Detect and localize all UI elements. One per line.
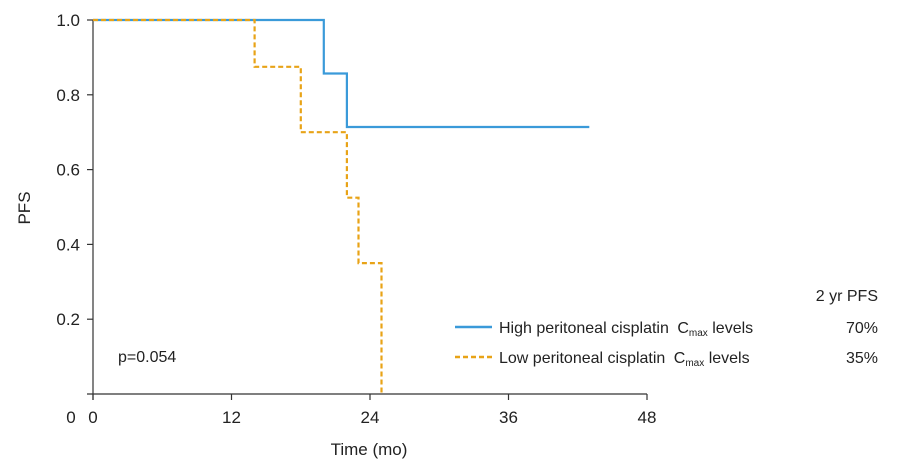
legend-label-low-c: C bbox=[674, 350, 686, 367]
legend-label-high: High peritoneal cisplatin Cmax levels bbox=[499, 320, 753, 339]
legend-label-high-suffix: levels bbox=[708, 320, 753, 337]
legend-pfs-high: 70% bbox=[846, 320, 878, 337]
y-axis-label: PFS bbox=[15, 191, 34, 224]
y-tick-label: 0.8 bbox=[56, 86, 80, 105]
legend-label-high-sub: max bbox=[689, 328, 708, 339]
y-tick-label: 1.0 bbox=[56, 11, 80, 30]
legend-label-low: Low peritoneal cisplatin Cmax levels bbox=[499, 350, 750, 369]
legend-label-low-sub: max bbox=[685, 358, 704, 369]
series-line-high bbox=[93, 18, 590, 129]
legend-label-high-c: C bbox=[677, 320, 689, 337]
x-tick-label: 48 bbox=[638, 408, 657, 427]
axes: 0 12 24 36 48 0.2 0.4 0.6 0.8 1.0 0 bbox=[56, 11, 656, 427]
x-tick-label: 0 bbox=[88, 408, 97, 427]
legend-label-low-name: Low peritoneal cisplatin bbox=[499, 350, 665, 367]
series-line-low bbox=[93, 18, 383, 394]
series-layer bbox=[93, 18, 590, 394]
legend-header: 2 yr PFS bbox=[816, 288, 878, 305]
legend-pfs-low: 35% bbox=[846, 350, 878, 367]
y-tick-label: 0.6 bbox=[56, 161, 80, 180]
x-axis-label: Time (mo) bbox=[331, 440, 408, 459]
y-tick-label: 0.2 bbox=[56, 310, 80, 329]
x-tick-label: 24 bbox=[361, 408, 380, 427]
legend-label-low-suffix: levels bbox=[704, 350, 749, 367]
x-origin-label: 0 bbox=[66, 408, 75, 427]
legend-label-high-name: High peritoneal cisplatin bbox=[499, 320, 669, 337]
x-tick-label: 36 bbox=[499, 408, 518, 427]
legend: 2 yr PFS High peritoneal cisplatin Cmax … bbox=[455, 288, 878, 369]
x-tick-label: 12 bbox=[222, 408, 241, 427]
p-value-annotation: p=0.054 bbox=[118, 349, 176, 366]
y-tick-label: 0.4 bbox=[56, 235, 80, 254]
